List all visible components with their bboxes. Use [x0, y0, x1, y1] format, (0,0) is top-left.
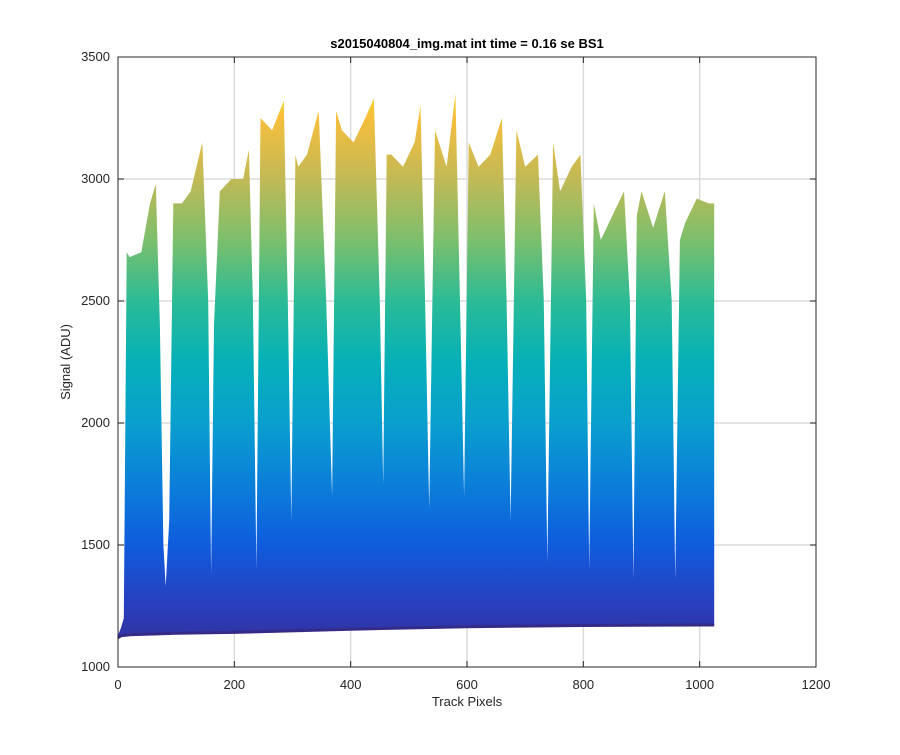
y-tick-label: 1000 — [81, 659, 110, 674]
y-tick-label: 3000 — [81, 171, 110, 186]
x-tick-label: 400 — [340, 677, 362, 692]
x-tick-label: 600 — [456, 677, 478, 692]
x-axis-label: Track Pixels — [432, 694, 503, 709]
x-tick-label: 800 — [572, 677, 594, 692]
x-tick-label: 1000 — [685, 677, 714, 692]
signal-area-fill — [118, 93, 715, 638]
y-tick-label: 2500 — [81, 293, 110, 308]
x-tick-label: 0 — [114, 677, 121, 692]
signal-area — [117, 93, 715, 639]
y-axis-label: Signal (ADU) — [58, 324, 73, 400]
y-tick-label: 2000 — [81, 415, 110, 430]
x-tick-label: 1200 — [802, 677, 831, 692]
y-tick-label: 1500 — [81, 537, 110, 552]
baseline-line — [117, 623, 715, 639]
x-tick-label: 200 — [223, 677, 245, 692]
y-axis-ticks: 1000 1500 2000 2500 3000 3500 — [81, 49, 816, 674]
x-axis-ticks: 0 200 400 600 800 1000 1200 — [114, 57, 830, 692]
y-tick-label: 3500 — [81, 49, 110, 64]
chart-title: s2015040804_img.mat int time = 0.16 se B… — [330, 36, 604, 51]
